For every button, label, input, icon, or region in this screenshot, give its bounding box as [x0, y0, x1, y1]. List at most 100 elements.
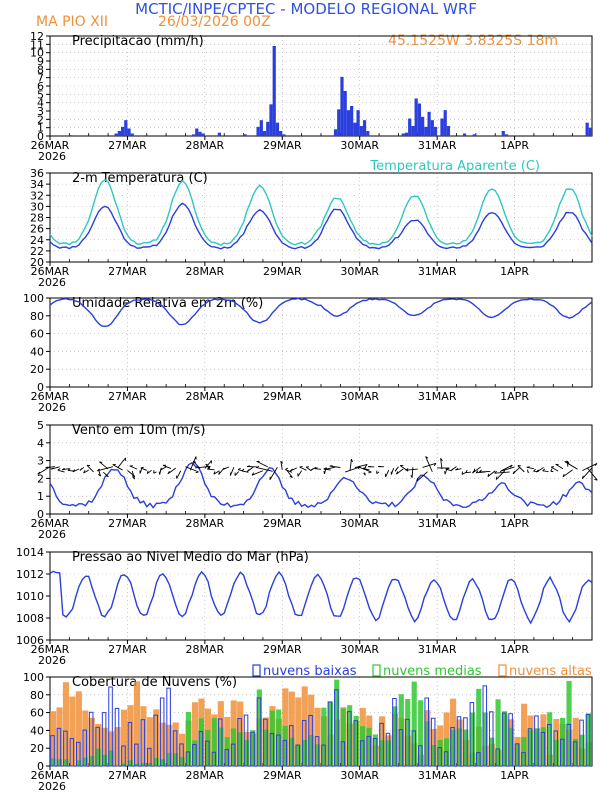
cloud-bar-high [127, 705, 134, 766]
cloud-bar-low [527, 728, 533, 767]
cloud-bar-medium [469, 712, 475, 766]
x-tick-label: 30MAR [340, 769, 379, 782]
series-humidity [49, 297, 593, 328]
cloud-bar-low [114, 707, 120, 767]
cloud-bar-medium [108, 750, 114, 766]
wind-arrow-head [416, 478, 419, 482]
cloud-bar-low [508, 713, 513, 767]
cloud-bar-medium [456, 728, 462, 766]
cloud-bar-medium [379, 740, 385, 766]
page-title: MCTIC/INPE/CPTEC - MODELO REGIONAL WRF [135, 0, 477, 18]
cloud-bar-medium [527, 730, 533, 766]
cloud-bar-low [69, 738, 75, 767]
wind-arrow-head [67, 468, 71, 471]
y-tick-label: 1 [37, 122, 44, 135]
y-tick-label: 60 [30, 328, 44, 341]
panel-title: Precipitacao (mm/h) [72, 34, 204, 49]
wind-arrow [285, 469, 293, 473]
wind-arrow-head [395, 471, 399, 475]
wind-arrow [207, 468, 215, 471]
cloud-bar-medium [334, 679, 340, 766]
panel-title: Cobertura de Nuvens (%) [72, 675, 237, 690]
wind-arrow-head [83, 470, 86, 474]
precip-bar [404, 132, 409, 136]
wind-arrow-head [140, 466, 144, 469]
cloud-bar-medium [179, 756, 185, 766]
y-tick-label: 2 [37, 113, 44, 126]
cloud-bar-medium [508, 727, 514, 766]
cloud-bar-medium [495, 699, 501, 766]
wind-arrow-head [465, 469, 468, 473]
x-tick-label: 1APR [500, 643, 529, 656]
cloud-bar-medium [534, 728, 540, 766]
wind-arrow [129, 465, 138, 470]
wind-arrow-head [550, 468, 553, 472]
x-tick-label: 31MAR [418, 643, 457, 656]
x-year-label: 2026 [38, 780, 66, 792]
precip-bar [446, 126, 451, 136]
cloud-bar-low [95, 726, 100, 767]
wind-arrow-head [405, 468, 409, 471]
x-tick-label: 28MAR [186, 643, 225, 656]
cloud-bar-low [198, 731, 204, 767]
panel-title: Umidade Relativa em 2m (%) [72, 296, 263, 311]
cloud-bar-low [547, 723, 552, 767]
cloud-bar-medium [547, 712, 553, 766]
cloud-bar-low [121, 745, 126, 767]
wind-arrow [465, 471, 472, 474]
wind-arrow-head [207, 467, 211, 470]
precip-bar [504, 134, 509, 136]
cloud-bar-low [540, 731, 546, 767]
legend-label: nuvens medias [383, 664, 482, 679]
wind-arrow [280, 461, 283, 470]
wind-arrow-head [440, 458, 443, 462]
cloud-bar-low [450, 726, 455, 767]
x-tick-label: 30MAR [340, 517, 379, 530]
precip-bar [256, 126, 260, 136]
cloud-bar-low [224, 749, 229, 767]
cloud-bar-medium [340, 708, 346, 766]
precip-bar [69, 135, 73, 136]
x-tick-label: 27MAR [108, 769, 147, 782]
series-temperature [49, 202, 593, 250]
precip-bar [217, 132, 221, 136]
cloud-bar-low [372, 738, 378, 767]
wind-arrow [542, 470, 549, 472]
cloud-bar-low [411, 730, 417, 767]
wind-arrow-head [363, 466, 367, 469]
wind-arrow [354, 464, 368, 468]
cloud-bar-low [256, 697, 262, 767]
wind-arrow [167, 467, 177, 475]
cloud-bar-medium [430, 744, 437, 766]
cloud-bar-low [424, 697, 429, 767]
precip-bar [462, 133, 467, 136]
y-tick-label: 1010 [16, 590, 44, 603]
x-tick-label: 26MAR [31, 769, 70, 782]
cloud-bar-medium [514, 743, 521, 766]
cloud-bar-low [417, 745, 423, 767]
x-tick-label: 1APR [500, 769, 529, 782]
cloud-bar-low [56, 727, 62, 767]
y-tick-label: 20 [30, 256, 44, 269]
wind-arrow-head [218, 471, 221, 475]
wind-arrow-head [512, 470, 515, 475]
precip-bar [411, 126, 415, 136]
x-tick-label: 27MAR [108, 643, 147, 656]
wind-arrow [564, 461, 578, 470]
cloud-bar-low [430, 717, 436, 767]
precip-bar [440, 118, 444, 136]
cloud-bar-low [205, 740, 210, 767]
x-tick-label: 26MAR [31, 517, 70, 530]
precip-bar [279, 131, 283, 136]
wind-arrow [305, 466, 312, 472]
wind-arrow-head [425, 456, 429, 459]
cloud-bar-low [566, 723, 571, 767]
cloud-bar-low [146, 747, 152, 767]
cloud-bar-medium [540, 727, 546, 766]
cloud-bar-low [321, 744, 326, 767]
precip-bar [414, 98, 418, 136]
cloud-bar-low [398, 729, 404, 767]
panel-rh: 0 20 40 60 80 100 26MAR 27MAR 28MAR 29MAR 30MAR 31M… [23, 292, 593, 414]
